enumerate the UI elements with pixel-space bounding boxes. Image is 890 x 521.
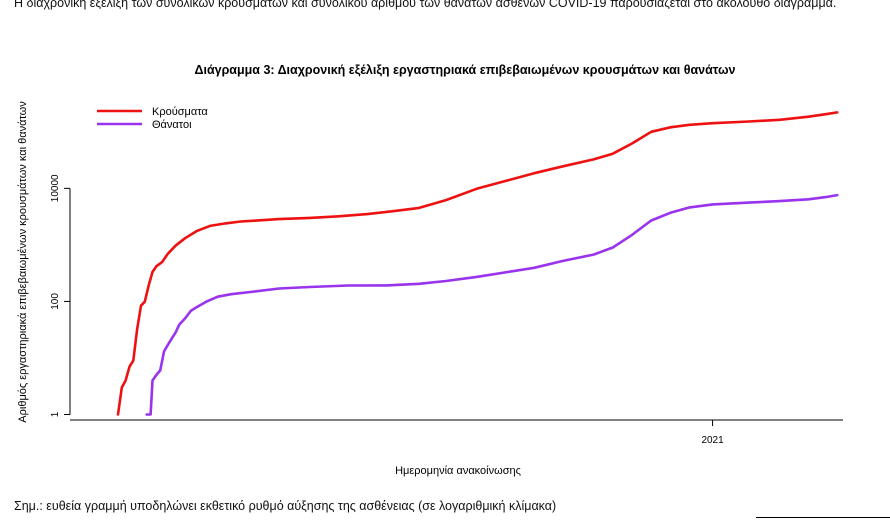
footer-divider [756, 517, 890, 518]
chart-title: Διάγραμμα 3: Διαχρονική εξέλιξη εργαστηρ… [194, 63, 735, 77]
legend-label-deaths: Θάνατοι [152, 119, 192, 131]
chart-axes: 1 100 10000 2021 [50, 174, 843, 446]
x-tick-label: 2021 [701, 435, 724, 446]
series-line-deaths [145, 193, 839, 416]
series-line-cases [116, 111, 839, 416]
y-tick-label: 100 [50, 293, 61, 310]
chart-series-lines [116, 111, 839, 416]
footnote: Σημ.: ευθεία γραμμή υποδηλώνει εκθετικό … [14, 499, 557, 513]
legend-label-cases: Κρούσματα [152, 106, 208, 118]
y-tick-label: 1 [50, 411, 61, 417]
y-tick-label: 10000 [50, 174, 61, 202]
line-chart: Διάγραμμα 3: Διαχρονική εξέλιξη εργαστηρ… [17, 63, 843, 477]
intro-paragraph: Η διαχρονική εξέλιξη των συνολικών κρουσ… [14, 0, 837, 10]
x-axis-label: Ημερομηνία ανακοίνωσης [395, 465, 521, 477]
y-axis-label: Αριθμός εργαστηριακά επιβεβαιωμένων κρου… [17, 101, 29, 423]
